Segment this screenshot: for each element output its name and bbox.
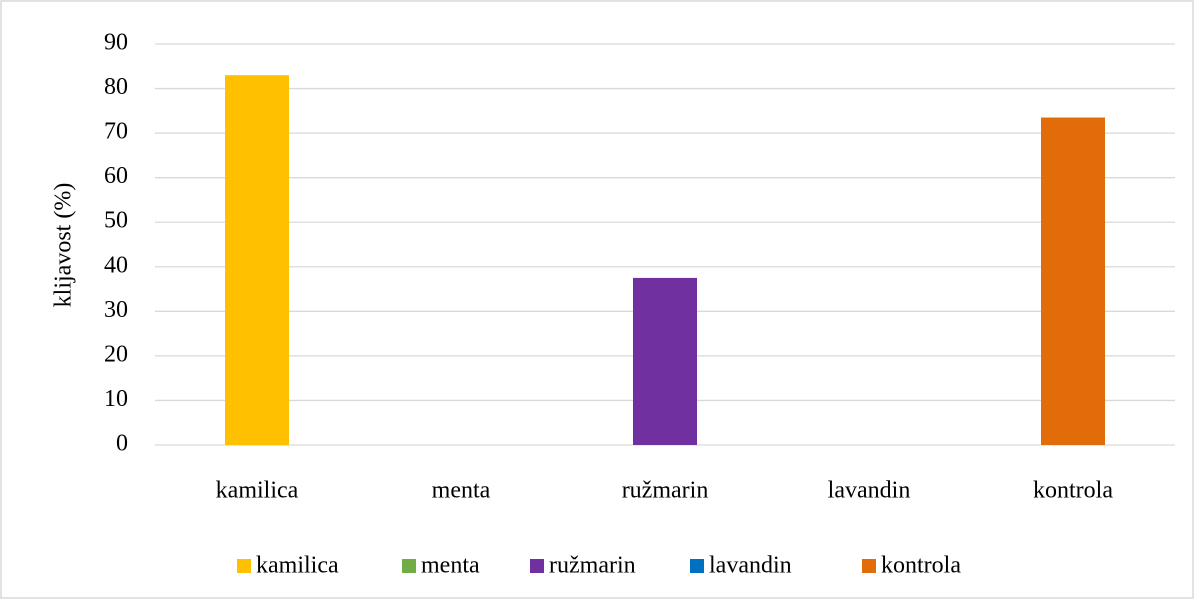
legend-swatch — [402, 559, 416, 573]
bar — [225, 75, 289, 445]
y-tick-label: 30 — [104, 297, 128, 323]
legend-label: kontrola — [881, 553, 961, 579]
y-tick-label: 70 — [104, 119, 128, 145]
x-tick-label: lavandin — [828, 478, 911, 504]
legend-swatch — [690, 559, 704, 573]
x-tick-label: kamilica — [216, 478, 299, 504]
y-tick-label: 80 — [104, 74, 128, 100]
legend-label: menta — [421, 553, 480, 579]
legend-swatch — [530, 559, 544, 573]
y-tick-label: 10 — [104, 386, 128, 412]
legend-swatch — [237, 559, 251, 573]
y-tick-label: 90 — [104, 30, 128, 56]
y-tick-label: 60 — [104, 163, 128, 189]
y-tick-label: 50 — [104, 208, 128, 234]
legend-label: kamilica — [256, 553, 339, 579]
y-tick-label: 20 — [104, 341, 128, 367]
y-tick-label: 40 — [104, 252, 128, 278]
x-tick-label: ružmarin — [622, 478, 709, 504]
legend-label: lavandin — [709, 553, 792, 579]
legend-swatch — [862, 559, 876, 573]
x-tick-label: kontrola — [1033, 478, 1113, 504]
bar — [1041, 117, 1105, 446]
y-axis-label: klijavost (%) — [51, 183, 77, 308]
bar — [633, 277, 697, 445]
y-tick-label: 0 — [116, 431, 128, 457]
legend-label: ružmarin — [549, 553, 636, 579]
x-tick-label: menta — [432, 478, 491, 504]
